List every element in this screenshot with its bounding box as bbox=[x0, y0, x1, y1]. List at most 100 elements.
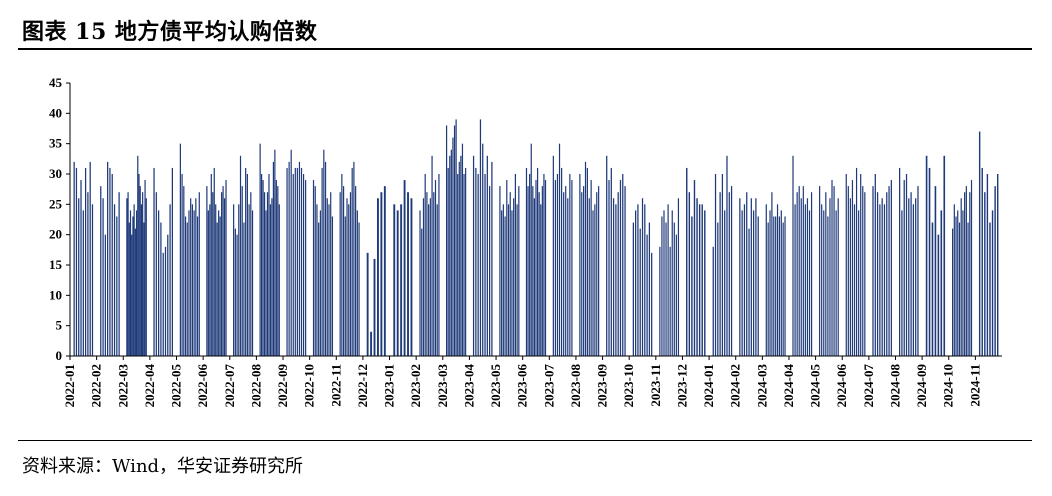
bar bbox=[632, 222, 634, 356]
bar bbox=[296, 167, 298, 356]
bar bbox=[342, 186, 345, 356]
bar bbox=[637, 204, 639, 356]
bar bbox=[717, 222, 719, 356]
y-tick-label: 25 bbox=[49, 196, 63, 211]
bar bbox=[341, 174, 343, 356]
bar bbox=[355, 186, 357, 356]
bar bbox=[346, 198, 348, 356]
bar bbox=[238, 204, 240, 356]
bar bbox=[190, 198, 192, 356]
bar bbox=[962, 210, 964, 356]
bar bbox=[964, 192, 966, 356]
bar bbox=[463, 174, 465, 356]
bar bbox=[970, 180, 973, 356]
bar bbox=[821, 204, 823, 356]
bar bbox=[509, 192, 511, 356]
y-tick-label: 0 bbox=[56, 348, 63, 363]
bar bbox=[356, 210, 358, 356]
bar bbox=[646, 234, 648, 356]
y-tick-label: 45 bbox=[49, 75, 63, 90]
bar bbox=[978, 131, 981, 356]
x-tick-label: 2022-01 bbox=[62, 364, 77, 407]
bar bbox=[862, 186, 864, 356]
bar bbox=[635, 210, 637, 356]
bar bbox=[138, 174, 140, 356]
bar bbox=[116, 216, 118, 356]
bar bbox=[181, 174, 183, 356]
bar bbox=[792, 155, 794, 356]
bar bbox=[644, 204, 646, 356]
bar bbox=[872, 186, 874, 356]
bar bbox=[532, 186, 534, 356]
bar bbox=[107, 161, 109, 356]
bar bbox=[169, 204, 171, 356]
bar bbox=[475, 167, 477, 356]
x-tick-label: 2024-07 bbox=[861, 364, 876, 408]
bar bbox=[234, 228, 236, 356]
bar bbox=[771, 192, 773, 356]
bar bbox=[901, 210, 903, 356]
bar bbox=[196, 216, 199, 356]
bar bbox=[268, 174, 270, 356]
bar bbox=[209, 204, 211, 356]
bar bbox=[967, 222, 969, 356]
bar bbox=[477, 174, 479, 356]
bar bbox=[460, 155, 462, 356]
bar bbox=[455, 119, 457, 357]
bar bbox=[262, 180, 264, 356]
x-tick-label: 2024-08 bbox=[887, 364, 902, 408]
bar bbox=[530, 143, 532, 356]
bar bbox=[802, 186, 804, 356]
bar bbox=[212, 192, 214, 356]
bar bbox=[845, 174, 847, 356]
bar bbox=[864, 192, 866, 356]
bar bbox=[714, 174, 717, 356]
bar bbox=[302, 174, 305, 356]
bar bbox=[422, 198, 425, 356]
bar bbox=[615, 204, 617, 356]
bar bbox=[305, 180, 307, 356]
bar bbox=[179, 143, 181, 356]
bar bbox=[965, 186, 967, 356]
x-tick-label: 2023-09 bbox=[595, 364, 610, 408]
bar bbox=[438, 174, 440, 356]
bar bbox=[825, 192, 827, 356]
bar bbox=[275, 180, 277, 356]
bar bbox=[428, 204, 430, 356]
bar bbox=[127, 192, 129, 356]
bar bbox=[250, 192, 252, 356]
bar bbox=[370, 331, 373, 356]
x-tick-label: 2022-04 bbox=[142, 364, 157, 408]
x-tick-label: 2023-08 bbox=[568, 364, 583, 408]
bar bbox=[292, 174, 294, 356]
bar bbox=[563, 192, 565, 356]
x-tick-label: 2022-06 bbox=[195, 364, 210, 408]
bar bbox=[612, 198, 615, 356]
bar bbox=[855, 167, 858, 356]
bar bbox=[426, 192, 428, 356]
bar bbox=[886, 192, 888, 356]
bar bbox=[712, 246, 714, 356]
bar bbox=[853, 204, 856, 356]
y-tick-label: 35 bbox=[49, 136, 63, 151]
bar bbox=[353, 161, 355, 356]
bar bbox=[981, 167, 983, 356]
bar bbox=[91, 204, 94, 356]
bar bbox=[561, 167, 563, 356]
x-tick-label: 2023-02 bbox=[408, 364, 423, 407]
bar bbox=[831, 180, 833, 356]
bar bbox=[410, 198, 413, 356]
bar bbox=[507, 204, 510, 356]
x-tick-label: 2023-10 bbox=[621, 364, 636, 407]
bar bbox=[569, 174, 571, 356]
bar bbox=[847, 186, 849, 356]
bar bbox=[271, 198, 273, 356]
bar bbox=[590, 180, 592, 356]
bar bbox=[743, 204, 746, 356]
bar bbox=[453, 125, 456, 356]
bar bbox=[324, 161, 327, 356]
bar bbox=[431, 155, 433, 356]
bar bbox=[145, 198, 147, 356]
x-tick-label: 2022-10 bbox=[302, 364, 317, 407]
bar bbox=[986, 174, 989, 356]
